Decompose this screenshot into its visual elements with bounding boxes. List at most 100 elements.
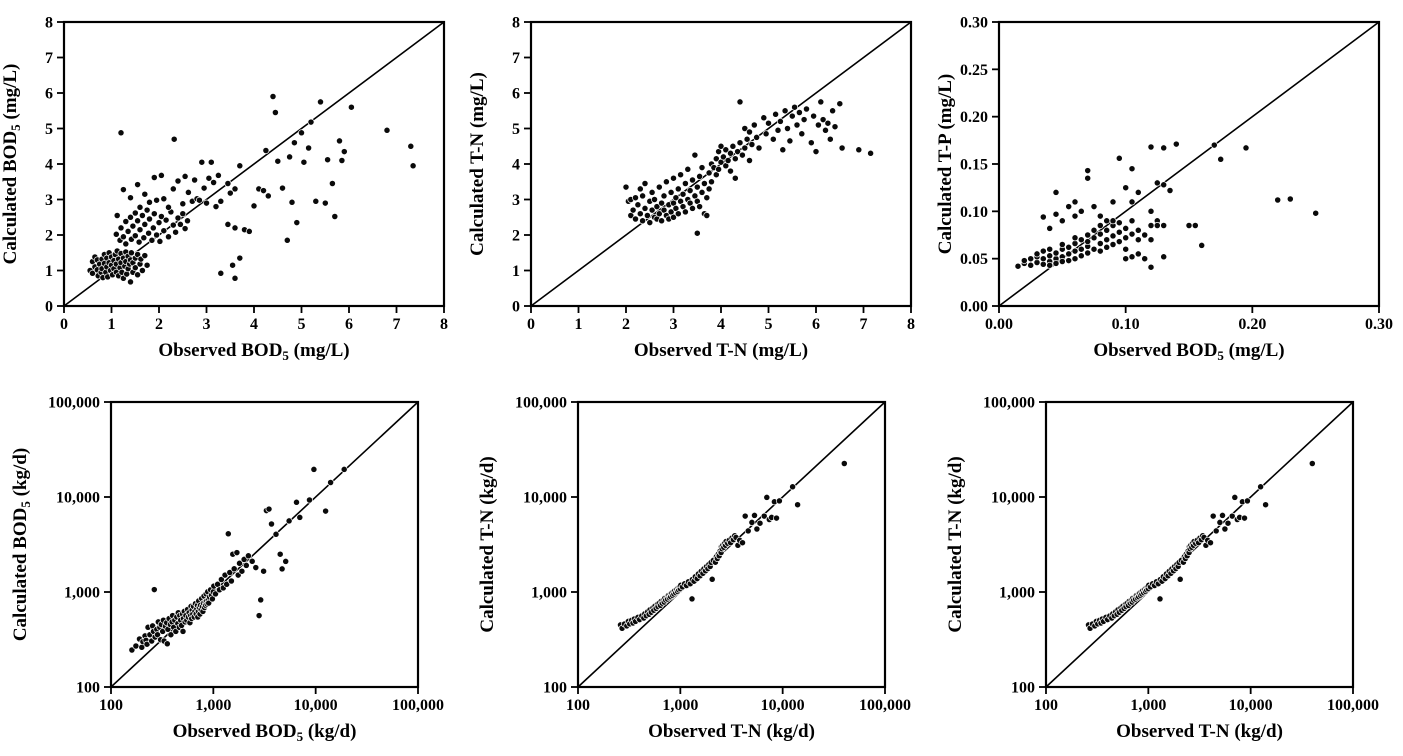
data-point	[1090, 245, 1098, 253]
data-point	[1241, 514, 1248, 522]
data-point	[229, 261, 237, 269]
data-point	[271, 109, 279, 116]
data-point	[756, 519, 764, 527]
data-point	[681, 180, 689, 187]
data-point	[217, 197, 225, 205]
data-point	[179, 210, 187, 218]
x-tick-label: 2	[622, 316, 630, 333]
data-point	[1153, 222, 1161, 229]
data-point	[257, 596, 265, 604]
data-point	[1109, 217, 1117, 225]
data-point	[814, 121, 822, 129]
data-point	[705, 169, 713, 177]
data-point	[163, 640, 171, 648]
data-point	[1065, 250, 1073, 258]
data-point	[1096, 230, 1104, 238]
data-point	[1039, 213, 1047, 221]
data-point	[157, 171, 165, 179]
data-point	[1134, 236, 1142, 244]
data-point	[736, 98, 744, 106]
y-tick-label: 1,000	[64, 585, 100, 602]
x-tick-label: 4	[717, 316, 725, 333]
data-point	[1096, 212, 1104, 220]
data-point	[1134, 226, 1142, 234]
data-point	[224, 530, 232, 538]
data-point	[227, 577, 235, 585]
data-point	[143, 206, 151, 214]
data-point	[141, 252, 149, 260]
data-point	[717, 142, 725, 150]
data-point	[696, 203, 704, 211]
data-point	[264, 192, 272, 200]
data-point	[681, 208, 689, 216]
data-point	[765, 119, 772, 127]
data-point	[231, 185, 239, 193]
data-point	[149, 224, 157, 232]
data-point	[1103, 236, 1111, 244]
x-tick-label: 10,000	[294, 697, 338, 714]
data-point	[198, 158, 206, 166]
data-point	[774, 126, 782, 134]
data-point	[165, 233, 172, 241]
data-point	[143, 261, 151, 269]
data-point	[674, 210, 682, 218]
data-point	[268, 520, 275, 528]
data-point	[826, 135, 834, 143]
data-point	[776, 117, 784, 125]
chart-canvas-tn-load-2: 100 1,000 10,000 100,000 100 1,000 10,000 100,0…	[935, 379, 1402, 756]
data-point	[800, 116, 808, 124]
data-point	[1147, 222, 1155, 229]
y-tick-label: 1	[45, 263, 53, 280]
data-point	[1115, 228, 1123, 236]
data-point	[1090, 203, 1098, 211]
y-tick-label: 100	[76, 680, 100, 697]
data-point	[688, 595, 696, 603]
data-point	[739, 539, 746, 547]
y-axis-label: Calculated T-N (kg/d)	[945, 456, 966, 632]
data-point	[639, 192, 647, 200]
y-tick-label: 0.20	[960, 109, 988, 126]
data-point	[1257, 483, 1265, 491]
y-tick-label: 3	[512, 192, 520, 209]
data-point	[290, 139, 298, 147]
data-point	[179, 627, 187, 635]
data-point	[788, 112, 796, 120]
data-point	[727, 167, 734, 175]
y-tick-label: 0.05	[960, 251, 988, 268]
data-point	[127, 278, 134, 286]
y-tick-label: 100	[1011, 680, 1035, 697]
data-point	[310, 465, 318, 473]
y-tick-label: 8	[45, 15, 53, 32]
data-point	[169, 221, 177, 229]
data-point	[89, 269, 96, 277]
data-point	[1224, 519, 1232, 527]
data-point	[317, 98, 324, 106]
scatter-points	[1014, 140, 1320, 271]
data-point	[148, 236, 156, 244]
data-point	[1219, 511, 1226, 519]
data-point	[703, 212, 711, 219]
data-point	[1160, 144, 1168, 152]
data-point	[153, 231, 161, 239]
data-point	[244, 552, 252, 560]
data-point	[748, 141, 756, 148]
data-point	[129, 222, 137, 230]
data-point	[660, 192, 668, 200]
data-point	[1046, 224, 1054, 232]
data-point	[1077, 207, 1085, 215]
data-point	[1147, 207, 1155, 215]
data-point	[810, 112, 818, 120]
data-point	[138, 267, 146, 274]
data-point	[1122, 184, 1130, 192]
data-point	[741, 144, 749, 152]
data-point	[812, 148, 820, 156]
data-point	[224, 180, 232, 187]
data-point	[286, 153, 294, 161]
data-point	[327, 479, 335, 486]
data-point	[1096, 240, 1104, 247]
data-point	[300, 158, 308, 166]
data-point	[1090, 226, 1098, 234]
data-point	[409, 162, 417, 170]
x-tick-label: 100	[1034, 697, 1058, 714]
